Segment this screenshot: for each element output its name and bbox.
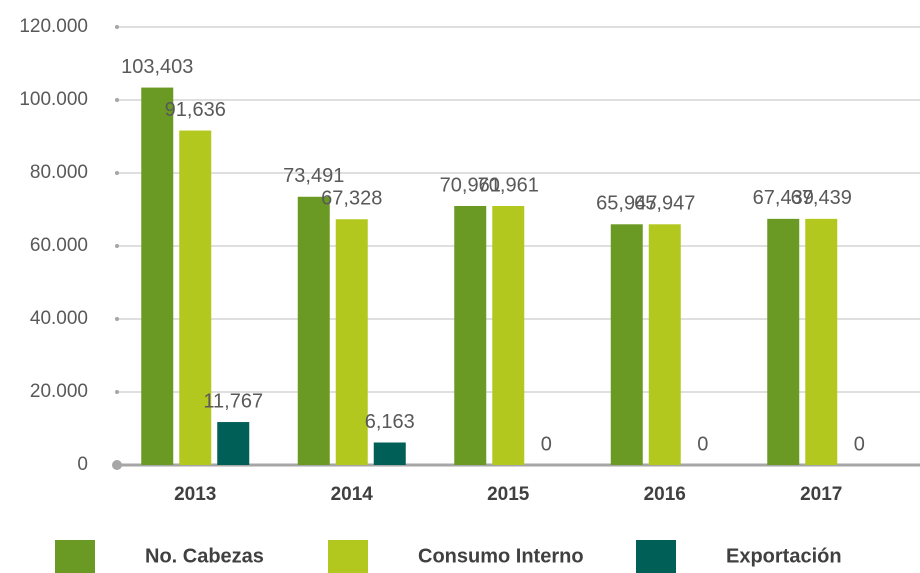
y-tick-label: 40.000	[30, 308, 88, 329]
bar	[217, 422, 250, 465]
value-label: 0	[854, 433, 865, 455]
value-label: 103,403	[121, 56, 193, 78]
y-tick-label: 0	[77, 454, 88, 475]
value-label: 0	[541, 433, 552, 455]
legend-label: No. Cabezas	[145, 545, 264, 567]
legend-swatch	[328, 540, 368, 573]
bar	[335, 219, 368, 465]
value-label: 6,163	[365, 411, 415, 433]
bar	[767, 218, 800, 465]
y-tick-label: 80.000	[30, 162, 88, 183]
bar	[492, 205, 525, 465]
x-tick-label: 2013	[174, 484, 216, 505]
value-label: 73,491	[283, 165, 344, 187]
tick-dot	[115, 98, 119, 102]
tick-dot	[115, 317, 119, 321]
value-label: 65,947	[634, 193, 695, 215]
bar	[454, 205, 487, 465]
bar	[297, 196, 330, 465]
x-tick-label: 2014	[331, 484, 374, 505]
legend-label: Exportación	[726, 545, 842, 567]
bar	[179, 130, 212, 465]
tick-dot	[115, 244, 119, 248]
y-tick-label: 100.000	[19, 89, 88, 110]
bar	[141, 87, 174, 466]
legend-label: Consumo Interno	[418, 545, 584, 567]
legend-swatch	[55, 540, 95, 573]
tick-dot	[115, 171, 119, 175]
value-label: 91,636	[165, 99, 226, 121]
value-label: 67,439	[791, 187, 852, 209]
y-tick-label: 20.000	[30, 381, 88, 402]
value-label: 67,328	[321, 188, 382, 210]
value-label: 67,439	[753, 187, 814, 209]
value-label: 11,767	[203, 390, 263, 412]
bar	[610, 224, 643, 465]
tick-dot	[115, 25, 119, 29]
value-label: 0	[697, 433, 708, 455]
x-tick-label: 2016	[644, 484, 686, 505]
bar	[805, 218, 838, 465]
value-label: 70,961	[478, 174, 539, 196]
value-label: 70,961	[440, 174, 501, 196]
value-label: 65,947	[596, 193, 657, 215]
x-tick-label: 2017	[800, 484, 842, 505]
y-tick-label: 60.000	[30, 235, 88, 256]
tick-dot	[115, 390, 119, 394]
legend-swatch	[636, 540, 676, 573]
tick-dot	[112, 460, 122, 470]
y-tick-label: 120.000	[19, 16, 88, 37]
bar	[648, 224, 681, 465]
bar	[373, 442, 406, 465]
x-tick-label: 2015	[487, 484, 530, 505]
